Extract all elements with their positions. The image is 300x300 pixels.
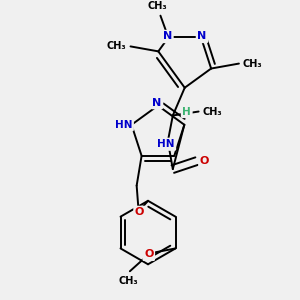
Text: HN: HN <box>115 120 132 130</box>
Text: CH₃: CH₃ <box>203 106 222 116</box>
Text: O: O <box>144 249 153 260</box>
Text: N: N <box>163 32 172 41</box>
Text: CH₃: CH₃ <box>118 276 138 286</box>
Text: CH₃: CH₃ <box>148 1 167 11</box>
Text: CH₃: CH₃ <box>243 58 262 69</box>
Text: H: H <box>182 106 191 116</box>
Text: O: O <box>135 207 144 218</box>
Text: N: N <box>152 98 162 108</box>
Text: HN: HN <box>157 139 175 149</box>
Text: N: N <box>197 32 207 41</box>
Text: CH₃: CH₃ <box>107 41 127 51</box>
Text: O: O <box>200 156 209 166</box>
